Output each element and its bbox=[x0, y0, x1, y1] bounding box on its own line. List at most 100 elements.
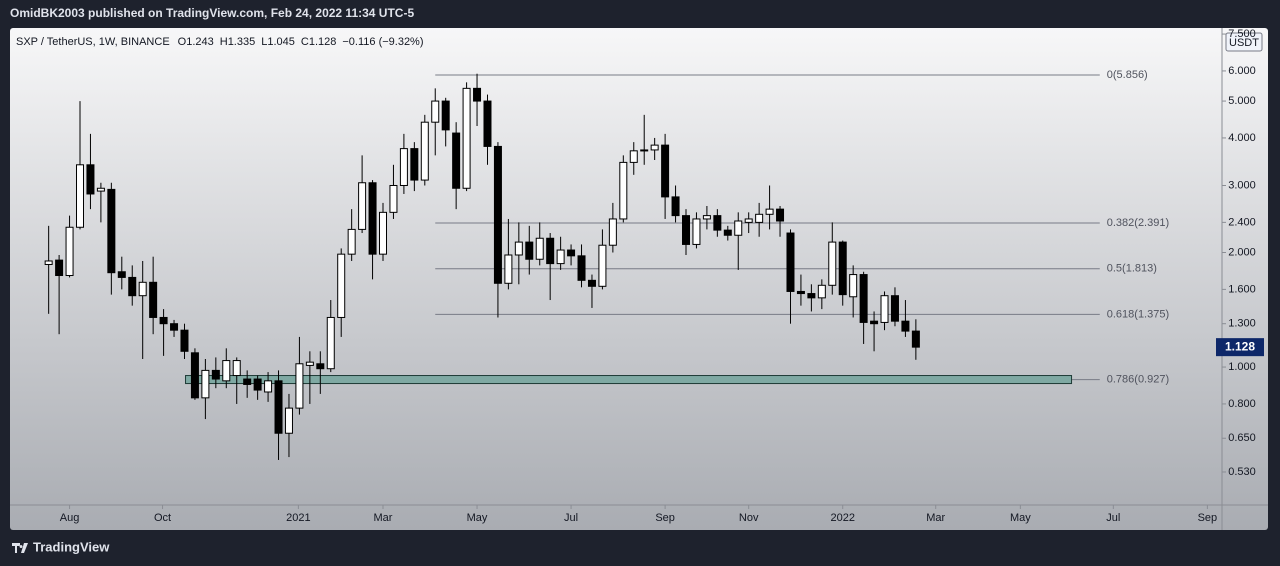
y-tick-label: 0.530 bbox=[1228, 466, 1256, 478]
candle-body bbox=[305, 361, 314, 366]
x-tick-label: Sep bbox=[1198, 512, 1218, 524]
candle-body bbox=[723, 229, 732, 236]
chart-pane bbox=[10, 28, 1268, 530]
candle-body bbox=[55, 259, 64, 277]
candle-body bbox=[901, 320, 910, 332]
x-tick-label: Jul bbox=[564, 512, 578, 524]
candle-body bbox=[567, 249, 576, 257]
candle-body bbox=[107, 188, 116, 274]
fib-label: 0.382(2.391) bbox=[1107, 217, 1169, 229]
candle-body bbox=[264, 380, 273, 393]
ohlc-label: O1.243 bbox=[178, 36, 214, 48]
candle-body bbox=[859, 274, 868, 323]
candle-body bbox=[650, 144, 659, 151]
candle-body bbox=[755, 213, 764, 223]
y-tick-label: 1.000 bbox=[1228, 361, 1256, 373]
y-tick-label: 6.000 bbox=[1228, 65, 1256, 77]
candle-body bbox=[431, 100, 440, 123]
y-tick-label: 0.800 bbox=[1228, 398, 1256, 410]
candle-body bbox=[138, 281, 147, 297]
last-price-label: 1.128 bbox=[1225, 339, 1255, 353]
candle-body bbox=[890, 295, 899, 322]
candle-body bbox=[379, 211, 388, 255]
candle-body bbox=[577, 255, 586, 281]
candle-body bbox=[598, 244, 607, 287]
candle-body bbox=[765, 208, 774, 215]
candle-body bbox=[796, 290, 805, 295]
candle-body bbox=[640, 149, 649, 152]
candle-body bbox=[452, 132, 461, 189]
x-tick-label: 2021 bbox=[286, 512, 310, 524]
y-tick-label: 3.000 bbox=[1228, 179, 1256, 191]
x-tick-label: Oct bbox=[154, 512, 171, 524]
candle-body bbox=[170, 323, 179, 331]
candle-body bbox=[546, 237, 555, 265]
candle-body bbox=[284, 407, 293, 434]
candle-body bbox=[587, 279, 596, 287]
symbol: SXP / TetherUS, 1W, BINANCE bbox=[16, 36, 170, 48]
candle-body bbox=[295, 363, 304, 409]
candle-body bbox=[702, 215, 711, 220]
candle-body bbox=[786, 232, 795, 292]
candle-body bbox=[692, 218, 701, 245]
candle-body bbox=[473, 87, 482, 102]
candle-body bbox=[232, 360, 241, 377]
fib-label: 0.786(0.927) bbox=[1107, 373, 1169, 385]
candle-body bbox=[347, 228, 356, 255]
candle-body bbox=[441, 100, 450, 131]
candle-body bbox=[870, 320, 879, 325]
candle-body bbox=[410, 148, 419, 181]
candle-body bbox=[149, 281, 158, 318]
candle-body bbox=[201, 369, 210, 399]
candle-body bbox=[368, 182, 377, 255]
candle-body bbox=[44, 260, 53, 265]
x-tick-label: Sep bbox=[655, 512, 675, 524]
candle-body bbox=[483, 100, 492, 147]
candle-body bbox=[744, 218, 753, 223]
y-tick-label: 1.600 bbox=[1228, 283, 1256, 295]
publisher: OmidBK2003 published on TradingView.com,… bbox=[10, 6, 414, 20]
candle-body bbox=[399, 148, 408, 186]
y-tick-label: 2.400 bbox=[1228, 216, 1256, 228]
x-tick-label: 2022 bbox=[830, 512, 854, 524]
candle-body bbox=[535, 237, 544, 260]
candle-body bbox=[828, 241, 837, 286]
candle-body bbox=[713, 215, 722, 231]
x-tick-label: Nov bbox=[739, 512, 759, 524]
ohlc-label: −0.116 (−9.32%) bbox=[342, 36, 423, 48]
candle-body bbox=[629, 150, 638, 163]
candle-body bbox=[776, 208, 785, 222]
candle-body bbox=[514, 241, 523, 256]
candle-body bbox=[76, 164, 85, 228]
candle-body bbox=[807, 293, 816, 299]
x-tick-label: Mar bbox=[926, 512, 945, 524]
candle-body bbox=[96, 187, 105, 192]
candle-body bbox=[817, 284, 826, 299]
candle-body bbox=[222, 360, 231, 382]
brand: TradingView bbox=[33, 539, 110, 554]
currency-badge bbox=[1225, 32, 1263, 52]
x-tick-label: Mar bbox=[374, 512, 393, 524]
currency: USDT bbox=[1229, 37, 1259, 49]
candle-body bbox=[880, 295, 889, 323]
ohlc-label: H1.335 bbox=[220, 36, 255, 48]
tv-logo bbox=[12, 543, 28, 553]
candle-body bbox=[493, 145, 502, 284]
candle-body bbox=[253, 378, 262, 391]
fib-label: 0.5(1.813) bbox=[1107, 263, 1157, 275]
candle-body bbox=[911, 330, 920, 348]
candle-body bbox=[358, 182, 367, 230]
support-zone bbox=[185, 375, 1073, 385]
candle-body bbox=[211, 369, 220, 380]
ohlc-label: L1.045 bbox=[261, 36, 295, 48]
candle-body bbox=[838, 241, 847, 296]
y-tick-label: 1.300 bbox=[1228, 318, 1256, 330]
x-tick-label: Aug bbox=[60, 512, 80, 524]
candle-body bbox=[180, 329, 189, 352]
candle-body bbox=[337, 253, 346, 318]
candle-body bbox=[128, 276, 137, 297]
candle-body bbox=[619, 161, 628, 220]
candle-body bbox=[849, 274, 858, 298]
candle-body bbox=[389, 184, 398, 213]
